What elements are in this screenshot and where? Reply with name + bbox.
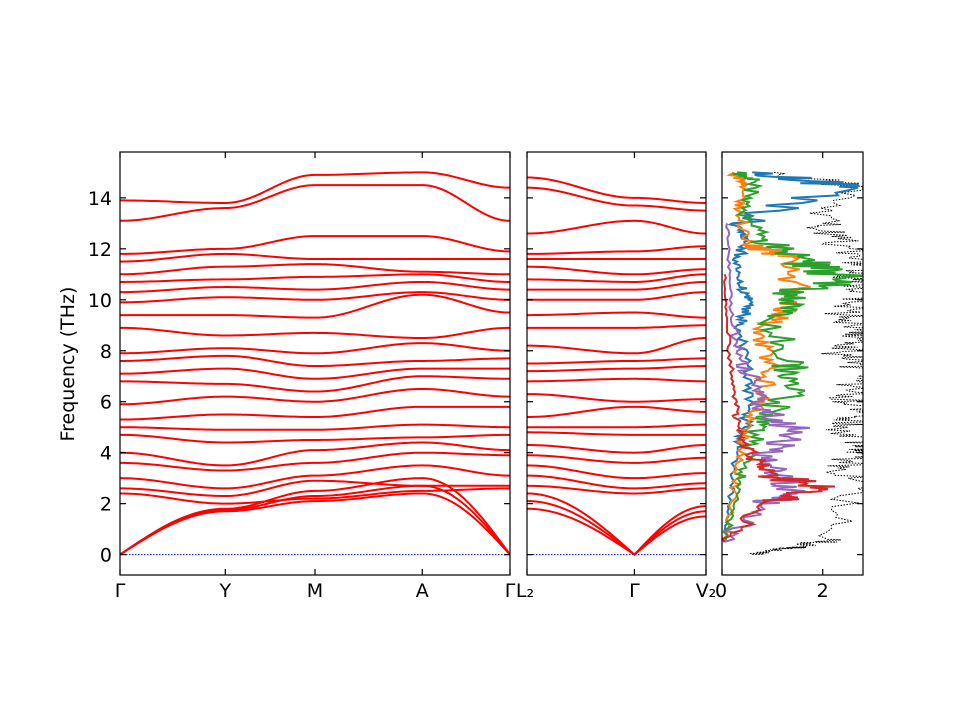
phonon-band-12 [527, 393, 706, 403]
x-tick-label: M [307, 580, 323, 602]
x-tick-label: Y [218, 580, 231, 602]
phonon-band-6 [527, 464, 706, 480]
dos-lines [722, 171, 863, 556]
x-tick-label: 2 [817, 580, 829, 602]
phonon-band-11 [120, 405, 510, 421]
x-tick-label: Γ [505, 580, 516, 602]
phonon-band-2 [120, 484, 510, 556]
band-lines-2 [527, 176, 706, 556]
phonon-band-7 [120, 451, 510, 472]
phonon-band-23 [120, 252, 510, 263]
phonon-band-8 [527, 444, 706, 454]
x-tick-label: 0 [715, 580, 727, 602]
x-tick-label: L₂ [516, 580, 534, 602]
phonon-band-13 [527, 377, 706, 383]
y-tick-label: 6 [100, 392, 112, 414]
x-axis-ticks-2: L₂ Γ V₂ [516, 152, 716, 602]
phonon-band-22 [120, 263, 510, 276]
phonon-band-14 [120, 367, 510, 380]
phonon-band-25 [527, 219, 706, 235]
y-tick-label: 2 [100, 494, 112, 516]
y-tick-label: 12 [88, 239, 112, 261]
x-tick-label: V₂ [696, 580, 717, 602]
phonon-band-26 [120, 171, 510, 204]
phonon-band-16 [120, 342, 510, 355]
phonon-band-18 [527, 311, 706, 319]
phonon-band-25 [120, 184, 510, 222]
x-tick-label: Γ [115, 580, 126, 602]
phonon-band-10 [120, 423, 510, 431]
phonon-band-18 [120, 293, 510, 319]
phonon-band-20 [120, 280, 510, 294]
y-tick-label: 14 [88, 188, 112, 210]
phonon-band-27 [527, 176, 706, 204]
phonon-band-15 [120, 354, 510, 368]
x-tick-label: Γ [629, 580, 640, 602]
y-tick-label: 8 [100, 341, 112, 363]
x-tick-label: A [416, 580, 429, 602]
phonon-band-13 [120, 375, 510, 393]
phonon-band-1 [120, 492, 510, 556]
phonon-band-12 [120, 387, 510, 406]
phonon-band-26 [527, 186, 706, 212]
y-tick-label: 0 [100, 545, 112, 567]
plot-frame-2 [526, 151, 707, 576]
phonon-band-6 [120, 464, 510, 490]
phonon-band-21 [120, 273, 510, 283]
y-axis-ticks-2 [527, 197, 706, 556]
y-tick-label: 10 [88, 290, 112, 312]
phonon-band-3 [527, 492, 706, 556]
phonon-band-19 [527, 291, 706, 301]
phonon-band-17 [527, 324, 706, 329]
phonon-band-7 [527, 454, 706, 464]
phonon-band-22 [527, 265, 706, 276]
phonon-band-24 [527, 245, 706, 255]
phonon-band-21 [527, 273, 706, 283]
dos-curve-total [749, 171, 863, 556]
dos-curve-projected-1 [722, 171, 861, 543]
phonon-band-3 [120, 477, 510, 556]
band-lines-1 [120, 171, 510, 556]
phonon-band-5 [527, 474, 706, 490]
phonon-band-8 [120, 441, 510, 467]
phonon-band-11 [527, 405, 706, 419]
phonon-band-9 [120, 433, 510, 444]
y-axis-ticks-3 [722, 197, 863, 556]
y-axis-label: Frequency (THz) [57, 287, 79, 442]
phonon-band-10 [527, 423, 706, 429]
phonon-band-14 [527, 365, 706, 373]
phonon-band-20 [527, 280, 706, 291]
phonon-band-4 [120, 487, 510, 505]
plot-frame-3 [721, 151, 864, 576]
y-axis-ticks: 0 2 4 6 8 10 12 14 [88, 188, 510, 567]
phonon-band-19 [120, 291, 510, 304]
y-tick-label: 4 [100, 443, 112, 465]
phonon-band-24 [120, 235, 510, 255]
phonon-band-16 [527, 337, 706, 355]
phonon-band-17 [120, 326, 510, 340]
band-structure-panel-2: L₂ Γ V₂ [516, 151, 716, 602]
phonon-band-9 [527, 431, 706, 436]
band-structure-panel-1: 0 2 4 6 8 10 12 14 Γ Y M A Γ [88, 151, 516, 602]
phonon-band-15 [527, 357, 706, 365]
phonon-band-5 [120, 479, 510, 498]
phonon-band-4 [527, 484, 706, 495]
